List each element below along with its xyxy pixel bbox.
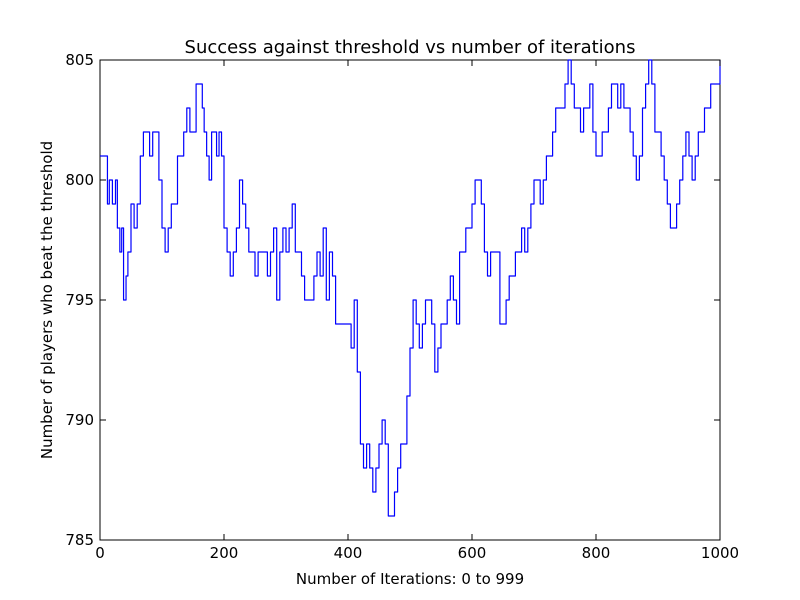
y-tick-label: 805 — [65, 51, 94, 69]
x-tick-label: 400 — [334, 544, 363, 562]
x-tick-label: 1000 — [701, 544, 739, 562]
x-tick-label: 0 — [95, 544, 105, 562]
data-series-line — [100, 59, 721, 517]
y-tick-label: 790 — [65, 411, 94, 429]
y-axis-label: Number of players who beat the threshold — [38, 141, 56, 459]
x-tick-label: 200 — [210, 544, 239, 562]
y-tick-label: 785 — [65, 531, 94, 549]
x-tick-label: 800 — [582, 544, 611, 562]
x-tick-label: 600 — [458, 544, 487, 562]
plot-frame — [99, 59, 721, 541]
chart-title: Success against threshold vs number of i… — [185, 37, 636, 58]
x-axis-label: Number of Iterations: 0 to 999 — [296, 570, 524, 588]
x-axis-ticks: 0 200 400 600 800 1000 — [95, 60, 739, 562]
plot-area — [99, 59, 721, 541]
y-axis-ticks: 785 790 795 800 805 — [65, 51, 720, 549]
y-tick-label: 800 — [65, 171, 94, 189]
y-tick-label: 795 — [65, 291, 94, 309]
